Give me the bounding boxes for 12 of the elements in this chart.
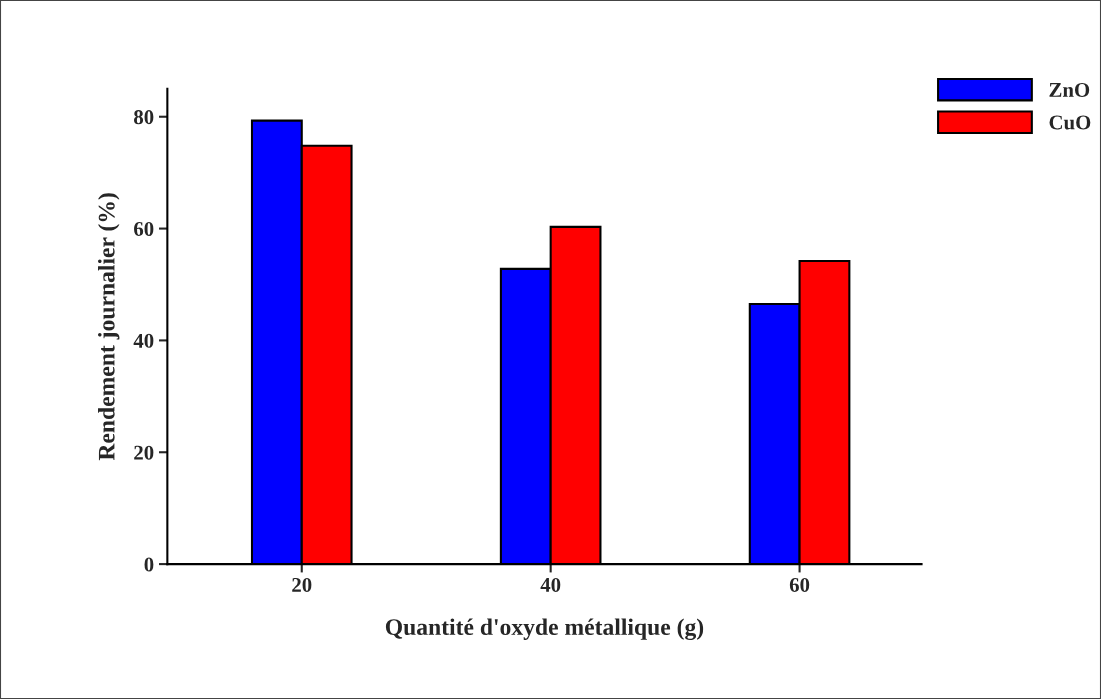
legend-label: CuO [1049,115,1091,130]
y-tick-label: 40 [133,333,154,348]
legend-label: ZnO [1049,82,1090,97]
x-tick-label: 20 [292,577,312,592]
x-tick-label: 60 [789,577,810,592]
y-tick-label: 20 [134,445,154,460]
y-tick-label: 0 [144,557,154,572]
x-axis-title: Quantité d'oxyde métallique (g) [385,618,704,641]
y-tick-label: 80 [134,110,154,125]
y-axis-title: Rendement journalier (%) [98,193,120,461]
x-tick-label: 40 [540,577,561,592]
y-tick-label: 60 [134,221,154,237]
